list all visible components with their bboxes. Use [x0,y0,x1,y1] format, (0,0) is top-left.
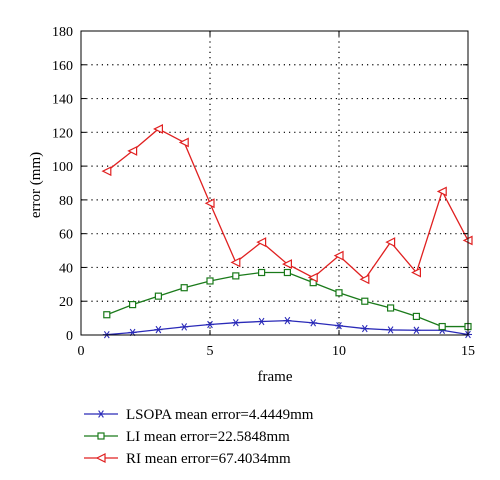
data-point [206,320,214,329]
legend-item: LI mean error=22.5848mm [84,429,290,445]
y-tick-label: 60 [59,228,73,243]
x-tick-label: 5 [207,344,214,359]
x-tick-label: 10 [332,344,346,359]
data-point [180,284,188,292]
data-point [360,324,369,333]
data-point [412,312,420,321]
y-axis-label: error (mm) [28,152,44,218]
series [103,268,472,331]
y-tick-label: 20 [59,295,73,310]
data-point [97,432,105,440]
legend-item: LSOPA mean error=4.4449mm [84,407,314,423]
y-tick-label: 80 [59,194,73,209]
data-point [178,137,189,148]
data-point [333,250,344,261]
y-tick-label: 40 [59,261,73,276]
x-ticks: 0 5 10 15 [78,31,475,359]
data-point [282,259,292,270]
legend-label: LSOPA mean error=4.4449mm [126,407,314,423]
data-point [180,323,189,331]
data-point [387,304,395,312]
data-point [307,272,318,283]
y-tick-label: 0 [66,329,73,344]
data-point [257,317,266,326]
y-tick-label: 100 [52,160,73,175]
data-point [258,268,266,277]
data-point [101,166,112,177]
data-point [335,321,343,330]
legend-item: RI mean error=67.4034mm [84,451,291,467]
series-layer [101,123,473,339]
data-point [154,292,162,300]
legend: LSOPA mean error=4.4449mm LI mean error=2… [84,407,314,467]
y-tick-label: 140 [52,93,73,108]
plot-frame [80,30,469,336]
y-tick-label: 180 [52,25,73,40]
data-point [361,297,369,305]
legend-label: RI mean error=67.4034mm [126,451,291,467]
data-point [309,319,318,327]
data-point [231,318,240,327]
series-line [106,128,469,281]
data-point [97,410,105,418]
data-point [153,123,163,134]
x-tick-label: 15 [461,344,475,359]
data-point [204,198,215,209]
x-tick-label: 0 [78,344,85,359]
data-point [385,237,396,248]
data-point [206,277,214,285]
y-tick-label: 160 [52,59,73,74]
data-point [232,272,240,280]
series [102,316,472,339]
data-point [95,453,106,463]
grid-lines [81,31,468,335]
data-point [283,316,292,325]
data-point [283,268,291,277]
data-point [256,237,267,248]
x-axis-label: frame [258,369,293,385]
data-point [438,322,446,331]
data-point [436,186,447,197]
data-point [359,274,370,285]
data-point [386,326,395,334]
data-point [411,267,421,278]
data-point [154,325,163,334]
y-tick-label: 120 [52,126,73,141]
data-point [335,289,343,297]
data-point [412,326,421,334]
y-ticks: 0 20 40 60 80 100 120 140 160 180 [52,25,468,344]
legend-label: LI mean error=22.5848mm [126,429,290,445]
data-point [230,257,241,268]
data-point [103,311,111,319]
series [101,123,473,285]
data-point [129,301,137,309]
data-point [127,145,138,156]
